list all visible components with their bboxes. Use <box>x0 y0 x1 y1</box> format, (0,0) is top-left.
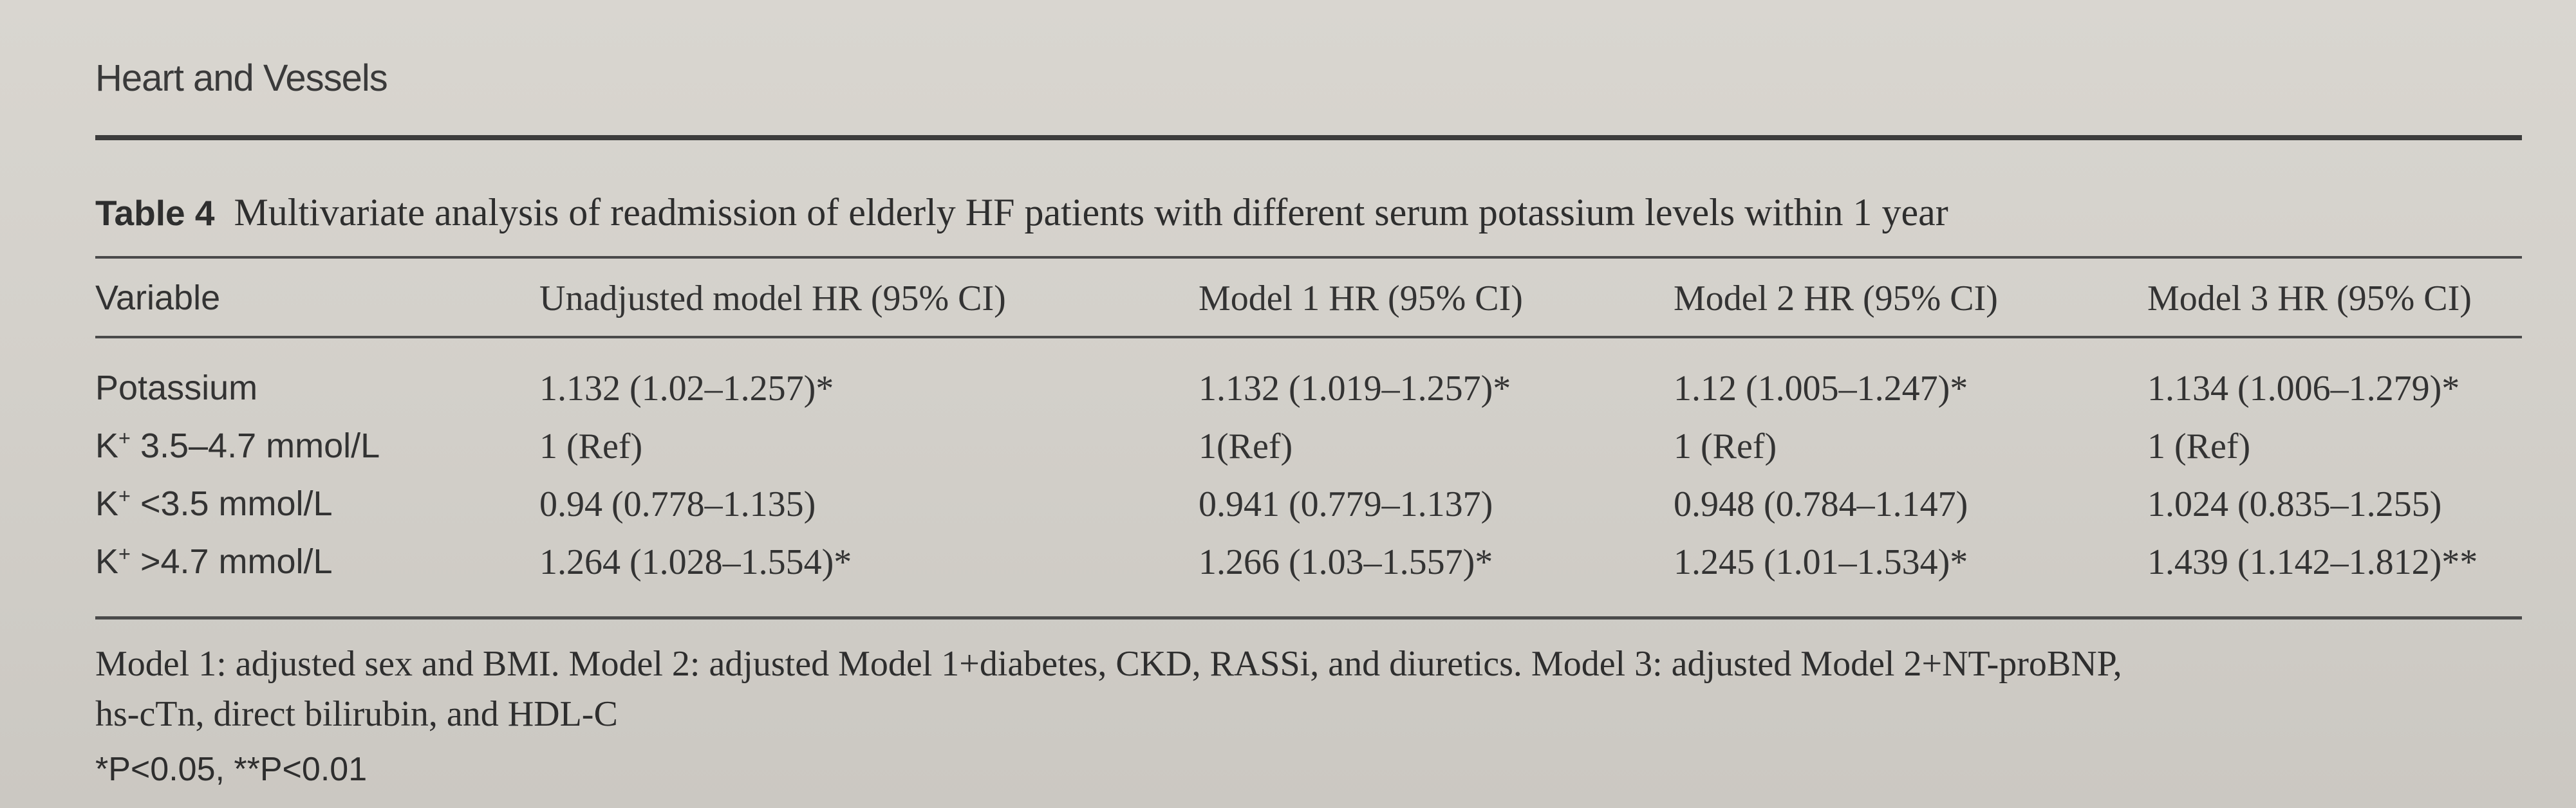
table-cell: 0.94 (0.778–1.135) <box>539 484 816 524</box>
table-caption-text: Multivariate analysis of readmission of … <box>234 191 1948 234</box>
table-cell: 1.132 (1.02–1.257)* <box>539 369 834 409</box>
table-cell: 1 (Ref) <box>539 427 643 466</box>
table-cell: 1 (Ref) <box>1674 427 1777 466</box>
column-header-unadjusted: Unadjusted model HR (95% CI) <box>539 279 1006 318</box>
column-header-variable: Variable <box>95 279 221 317</box>
table-header-rule <box>95 336 2522 338</box>
table-cell: 0.941 (0.779–1.137) <box>1199 484 1493 524</box>
table-cell: 1.266 (1.03–1.557)* <box>1199 542 1493 582</box>
table-caption: Table 4 Multivariate analysis of readmiss… <box>95 190 1948 235</box>
table-cell: 1.245 (1.01–1.534)* <box>1674 542 1968 582</box>
header-divider <box>95 135 2522 140</box>
table-top-rule <box>95 256 2522 259</box>
table-cell: 1.024 (0.835–1.255) <box>2147 484 2442 524</box>
row-variable-k-normal: K+ 3.5–4.7 mmol/L <box>95 427 380 465</box>
row-variable-potassium: Potassium <box>95 369 258 407</box>
footnote-significance: *P<0.05, **P<0.01 <box>95 751 368 788</box>
row-variable-k-low: K+ <3.5 mmol/L <box>95 484 333 523</box>
table-cell: 1(Ref) <box>1199 427 1293 466</box>
table-cell: 1.439 (1.142–1.812)** <box>2147 542 2478 582</box>
column-header-model-2: Model 2 HR (95% CI) <box>1674 279 1998 318</box>
table-cell: 1.132 (1.019–1.257)* <box>1199 369 1511 409</box>
table-bottom-rule <box>95 616 2522 620</box>
table-cell: 1.264 (1.028–1.554)* <box>539 542 852 582</box>
row-variable-k-high: K+ >4.7 mmol/L <box>95 542 333 581</box>
column-header-model-1: Model 1 HR (95% CI) <box>1199 279 1523 318</box>
column-header-model-3: Model 3 HR (95% CI) <box>2147 279 2472 318</box>
table-cell: 0.948 (0.784–1.147) <box>1674 484 1968 524</box>
table-cell: 1.12 (1.005–1.247)* <box>1674 369 1968 409</box>
table-cell: 1.134 (1.006–1.279)* <box>2147 369 2460 409</box>
table-cell: 1 (Ref) <box>2147 427 2251 466</box>
journal-name: Heart and Vessels <box>95 57 388 99</box>
footnote-models-continued: hs-cTn, direct bilirubin, and HDL-C <box>95 694 618 734</box>
table-label: Table 4 <box>95 193 215 233</box>
footnote-models: Model 1: adjusted sex and BMI. Model 2: … <box>95 644 2122 684</box>
